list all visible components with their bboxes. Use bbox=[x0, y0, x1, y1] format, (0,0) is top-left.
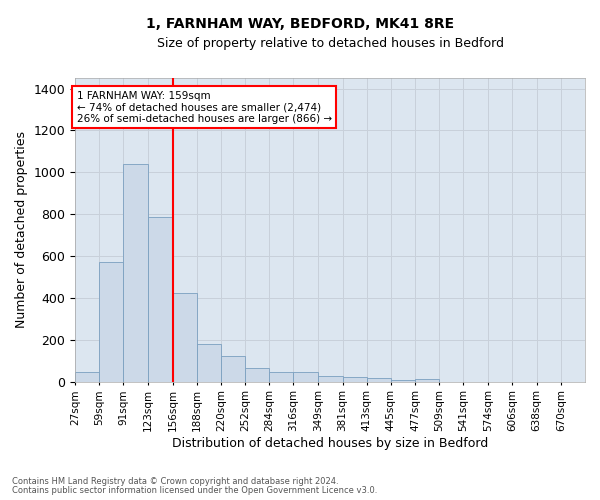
Y-axis label: Number of detached properties: Number of detached properties bbox=[15, 132, 28, 328]
Text: Contains public sector information licensed under the Open Government Licence v3: Contains public sector information licen… bbox=[12, 486, 377, 495]
Bar bbox=[75, 372, 100, 382]
Bar bbox=[293, 372, 319, 382]
Bar bbox=[269, 372, 293, 382]
Bar bbox=[245, 368, 269, 382]
Title: Size of property relative to detached houses in Bedford: Size of property relative to detached ho… bbox=[157, 38, 503, 51]
Bar bbox=[221, 356, 245, 382]
Text: 1, FARNHAM WAY, BEDFORD, MK41 8RE: 1, FARNHAM WAY, BEDFORD, MK41 8RE bbox=[146, 18, 454, 32]
Bar bbox=[100, 262, 124, 382]
Bar bbox=[415, 380, 439, 382]
Bar bbox=[124, 164, 148, 382]
Bar bbox=[173, 293, 197, 382]
X-axis label: Distribution of detached houses by size in Bedford: Distribution of detached houses by size … bbox=[172, 437, 488, 450]
Text: Contains HM Land Registry data © Crown copyright and database right 2024.: Contains HM Land Registry data © Crown c… bbox=[12, 477, 338, 486]
Text: 1 FARNHAM WAY: 159sqm
← 74% of detached houses are smaller (2,474)
26% of semi-d: 1 FARNHAM WAY: 159sqm ← 74% of detached … bbox=[77, 90, 332, 124]
Bar bbox=[391, 380, 415, 382]
Bar bbox=[197, 344, 221, 382]
Bar bbox=[148, 217, 173, 382]
Bar bbox=[343, 376, 367, 382]
Bar bbox=[367, 378, 391, 382]
Bar bbox=[319, 376, 343, 382]
